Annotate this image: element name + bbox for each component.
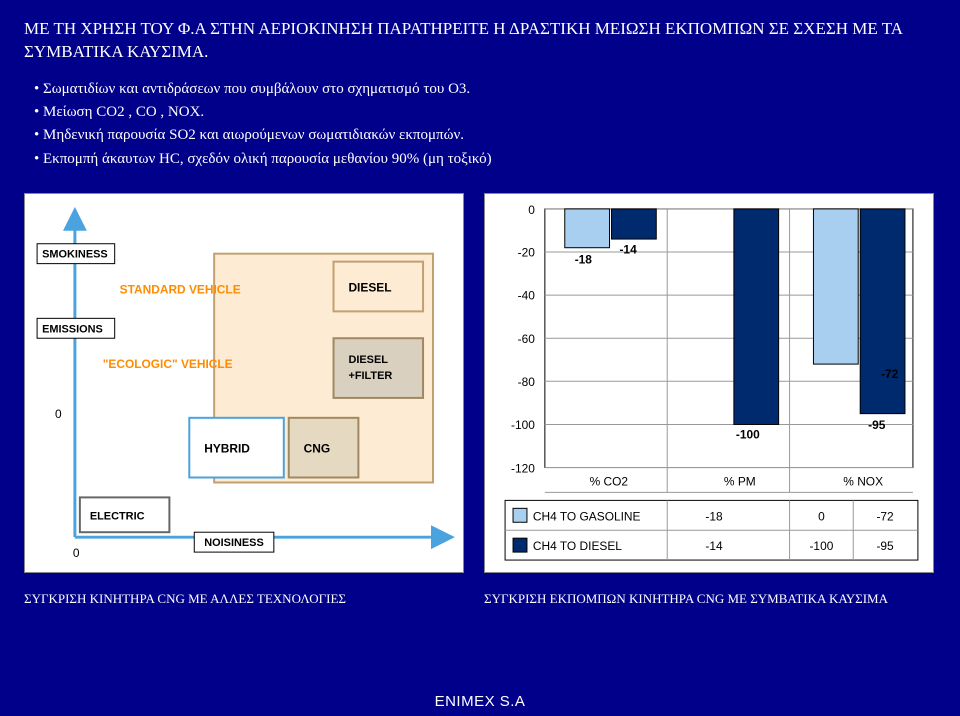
ytick-4: -80 — [518, 375, 536, 389]
val-pm-die: -100 — [736, 428, 760, 442]
cat-co2: % CO2 — [590, 474, 629, 488]
val-co2-gas: -18 — [575, 253, 593, 267]
figure-row: DIESEL DIESEL +FILTER HYBRID CNG ELECTRI… — [24, 193, 936, 573]
caption-left: ΣΥΓΚΡΙΣΗ ΚΙΝΗΤΗΡΑ CNG ΜΕ ΑΛΛΕΣ ΤΕΧΝΟΛΟΓΙ… — [24, 591, 464, 607]
ytick-2: -40 — [518, 288, 536, 302]
val-nox-gas: -72 — [881, 367, 899, 381]
hybrid-label: HYBRID — [204, 442, 250, 456]
val-co2-die: -14 — [619, 243, 637, 257]
right-chart: 0 -20 -40 -60 -80 -100 -120 -18 -14 -100… — [484, 193, 934, 573]
emissions-tag: EMISSIONS — [42, 323, 103, 335]
y-origin: 0 — [55, 407, 62, 421]
ytick-5: -100 — [511, 418, 535, 432]
bullet-list: Σωματιδίων και αντιδράσεων που συμβάλουν… — [34, 78, 936, 171]
tbl-co2-g: -18 — [705, 509, 723, 523]
bullet-3: Μηδενική παρουσία SO2 και αιωρούμενων σω… — [34, 124, 936, 147]
smokiness-tag: SMOKINESS — [42, 249, 108, 261]
title-line2: ΣΥΜΒΑΤΙΚΑ ΚΑΥΣΙΜΑ. — [24, 42, 208, 61]
tbl-nox-d: -95 — [876, 539, 894, 553]
diesel-label: DIESEL — [348, 280, 391, 294]
diesel-filter-l1: DIESEL — [348, 354, 388, 366]
tbl-pm-g: 0 — [818, 509, 825, 523]
ytick-3: -60 — [518, 332, 536, 346]
caption-right: ΣΥΓΚΡΙΣΗ ΕΚΠΟΜΠΩΝ ΚΙΝΗΤΗΡΑ CNG ΜΕ ΣΥΜΒΑΤ… — [484, 591, 934, 607]
electric-label: ELECTRIC — [90, 510, 145, 522]
tbl-co2-d: -14 — [705, 539, 723, 553]
legend-diesel: CH4 TO DIESEL — [533, 539, 622, 553]
captions-row: ΣΥΓΚΡΙΣΗ ΚΙΝΗΤΗΡΑ CNG ΜΕ ΑΛΛΕΣ ΤΕΧΝΟΛΟΓΙ… — [24, 591, 936, 607]
ytick-1: -20 — [518, 246, 536, 260]
left-diagram: DIESEL DIESEL +FILTER HYBRID CNG ELECTRI… — [24, 193, 464, 573]
ytick-6: -120 — [511, 461, 535, 475]
footer-brand: ENIMEX S.A — [0, 693, 960, 710]
val-nox-die: -95 — [868, 418, 886, 432]
slide-title: ΜΕ ΤΗ ΧΡΗΣΗ ΤΟΥ Φ.Α ΣΤΗΝ ΑΕΡΙΟΚΙΝΗΣΗ ΠΑΡ… — [24, 18, 936, 64]
x-origin: 0 — [73, 546, 80, 560]
bullet-1: Σωματιδίων και αντιδράσεων που συμβάλουν… — [34, 78, 936, 101]
ecologic-vehicle-label: "ECOLOGIC" VEHICLE — [103, 357, 233, 371]
tbl-nox-g: -72 — [876, 509, 894, 523]
cng-label: CNG — [304, 442, 331, 456]
standard-vehicle-label: STANDARD VEHICLE — [120, 282, 241, 296]
cat-pm: % PM — [724, 474, 756, 488]
noisiness-tag: NOISINESS — [204, 537, 264, 549]
bullet-2: Μείωση CO2 , CO , NOX. — [34, 101, 936, 124]
diesel-filter-l2: +FILTER — [348, 370, 392, 382]
ytick-0: 0 — [528, 203, 535, 217]
tbl-pm-d: -100 — [809, 539, 833, 553]
bullet-4: Εκπομπή άκαυτων HC, σχεδόν ολική παρουσί… — [34, 148, 936, 171]
legend-gasoline: CH4 TO GASOLINE — [533, 509, 641, 523]
title-line1: ΜΕ ΤΗ ΧΡΗΣΗ ΤΟΥ Φ.Α ΣΤΗΝ ΑΕΡΙΟΚΙΝΗΣΗ ΠΑΡ… — [24, 19, 903, 38]
cat-nox: % NOX — [843, 474, 883, 488]
